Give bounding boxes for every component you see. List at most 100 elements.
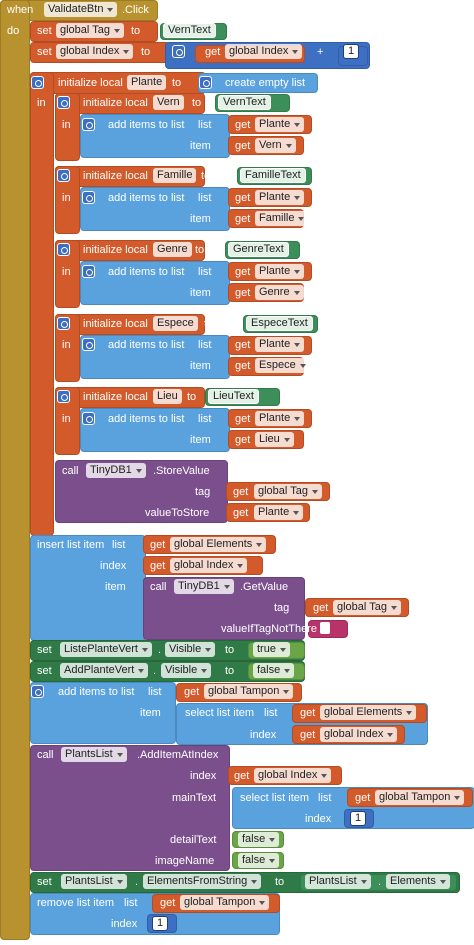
dropdown-field[interactable]: true — [253, 642, 290, 657]
dropdown-field[interactable]: Espece — [255, 358, 310, 373]
mutator-icon[interactable] — [82, 412, 95, 425]
dropdown-field[interactable]: global Tag — [333, 600, 401, 615]
block-label: remove list item — [37, 897, 115, 909]
dropdown-field[interactable]: AddPlanteVert — [60, 663, 149, 678]
component-getter: VernText — [218, 95, 271, 110]
block-label: select list item — [240, 792, 310, 804]
block-label: item — [190, 140, 211, 152]
dropdown-field[interactable]: global Tag — [254, 484, 322, 499]
block-label: list — [318, 792, 332, 804]
dropdown-field[interactable]: global Tampon — [180, 895, 270, 910]
number-field[interactable]: 1 — [343, 44, 360, 59]
dropdown-field[interactable]: ElementsFromString — [143, 874, 262, 889]
block-label: initialize local — [83, 244, 148, 256]
dropdown-field[interactable]: Visible — [161, 663, 212, 678]
component-getter: LieuText — [208, 389, 259, 404]
dropdown-field[interactable]: global Tag — [56, 23, 124, 38]
dropdown-field[interactable]: false — [238, 832, 280, 847]
name-field[interactable]: Plante — [127, 75, 167, 90]
dropdown-field[interactable]: Elements — [386, 874, 450, 889]
block-label: get — [313, 602, 329, 614]
block-label: in — [37, 97, 46, 109]
dropdown-field[interactable]: TinyDB1 — [174, 579, 234, 594]
mutator-icon[interactable] — [82, 265, 95, 278]
dropdown-field[interactable]: global Index — [254, 768, 332, 783]
dropdown-field[interactable]: Plante — [255, 190, 305, 205]
dropdown-field[interactable]: global Tampon — [375, 790, 465, 805]
dropdown-field[interactable]: global Index — [225, 44, 303, 59]
dropdown-field[interactable]: global Index — [170, 558, 248, 573]
dropdown-field[interactable]: Vern — [255, 138, 296, 153]
mutator-icon[interactable] — [199, 76, 212, 89]
number-field[interactable]: 1 — [152, 916, 169, 931]
block-label: item — [105, 581, 126, 593]
block — [30, 72, 54, 536]
dropdown-field[interactable]: global Elements — [170, 537, 267, 552]
dropdown-field[interactable]: global Index — [320, 727, 398, 742]
block-label: get — [355, 792, 371, 804]
block-label: list — [198, 119, 212, 131]
block-label: insert list item — [37, 539, 105, 551]
block-label: add items to list — [108, 339, 185, 351]
dropdown-field[interactable]: ValidateBtn — [44, 2, 118, 17]
mutator-icon[interactable] — [172, 45, 185, 58]
block — [80, 261, 230, 305]
number-field[interactable]: 1 — [350, 811, 367, 826]
mutator-icon[interactable] — [31, 76, 44, 89]
dropdown-field[interactable]: Lieu — [255, 432, 294, 447]
block-label: get — [300, 707, 316, 719]
component-getter: VernText — [163, 23, 216, 38]
mutator-icon[interactable] — [57, 317, 70, 330]
mutator-icon[interactable] — [82, 338, 95, 351]
dropdown-field[interactable]: false — [238, 853, 280, 868]
block-label: tag — [195, 486, 211, 498]
dropdown-field[interactable]: global Elements — [320, 705, 417, 720]
dropdown-field[interactable]: global Tampon — [204, 684, 294, 699]
block-label: to — [187, 391, 197, 403]
dropdown-field[interactable]: Plante — [255, 117, 305, 132]
block-label: in — [62, 192, 71, 204]
block-label: to — [225, 665, 235, 677]
block-label: get — [235, 339, 251, 351]
name-field[interactable]: Vern — [153, 95, 184, 110]
mutator-icon[interactable] — [57, 390, 70, 403]
mutator-icon[interactable] — [57, 96, 70, 109]
block-label: set — [37, 25, 52, 37]
name-field[interactable]: Famille — [153, 168, 197, 183]
block — [80, 408, 230, 452]
block-label: get — [150, 560, 166, 572]
mutator-icon[interactable] — [57, 169, 70, 182]
dropdown-field[interactable]: PlantsList — [61, 874, 127, 889]
mutator-icon[interactable] — [57, 243, 70, 256]
dropdown-field[interactable]: false — [253, 663, 295, 678]
dropdown-field[interactable]: Famille — [255, 211, 309, 226]
dropdown-field[interactable]: Plante — [254, 505, 304, 520]
block-label: get — [235, 360, 251, 372]
name-field[interactable]: Lieu — [153, 389, 182, 404]
dropdown-field[interactable]: global Index — [56, 44, 134, 59]
name-field[interactable]: Genre — [153, 242, 192, 257]
block — [0, 0, 30, 940]
mutator-icon[interactable] — [31, 685, 44, 698]
dropdown-field[interactable]: PlantsList — [305, 874, 371, 889]
mutator-icon[interactable] — [82, 191, 95, 204]
block-label: set — [37, 665, 52, 677]
block-label: add items to list — [108, 119, 185, 131]
name-field[interactable]: Espece — [153, 316, 198, 331]
dropdown-field[interactable]: Plante — [255, 264, 305, 279]
block-label: when — [7, 4, 34, 16]
block-label: item — [190, 213, 211, 225]
dropdown-field[interactable]: Plante — [255, 411, 305, 426]
block-label: .StoreValue — [153, 465, 210, 477]
block-label: call — [37, 749, 54, 761]
block-label: get — [160, 897, 176, 909]
mutator-icon[interactable] — [82, 118, 95, 131]
dropdown-field[interactable]: Visible — [165, 642, 216, 657]
dropdown-field[interactable]: PlantsList — [61, 747, 127, 762]
dropdown-field[interactable]: Plante — [255, 337, 305, 352]
dropdown-field[interactable]: TinyDB1 — [86, 463, 146, 478]
dropdown-field[interactable]: Genre — [255, 285, 304, 300]
block-label: item — [190, 287, 211, 299]
dropdown-field[interactable]: ListePlanteVert — [60, 642, 152, 657]
block-label: to — [131, 25, 141, 37]
